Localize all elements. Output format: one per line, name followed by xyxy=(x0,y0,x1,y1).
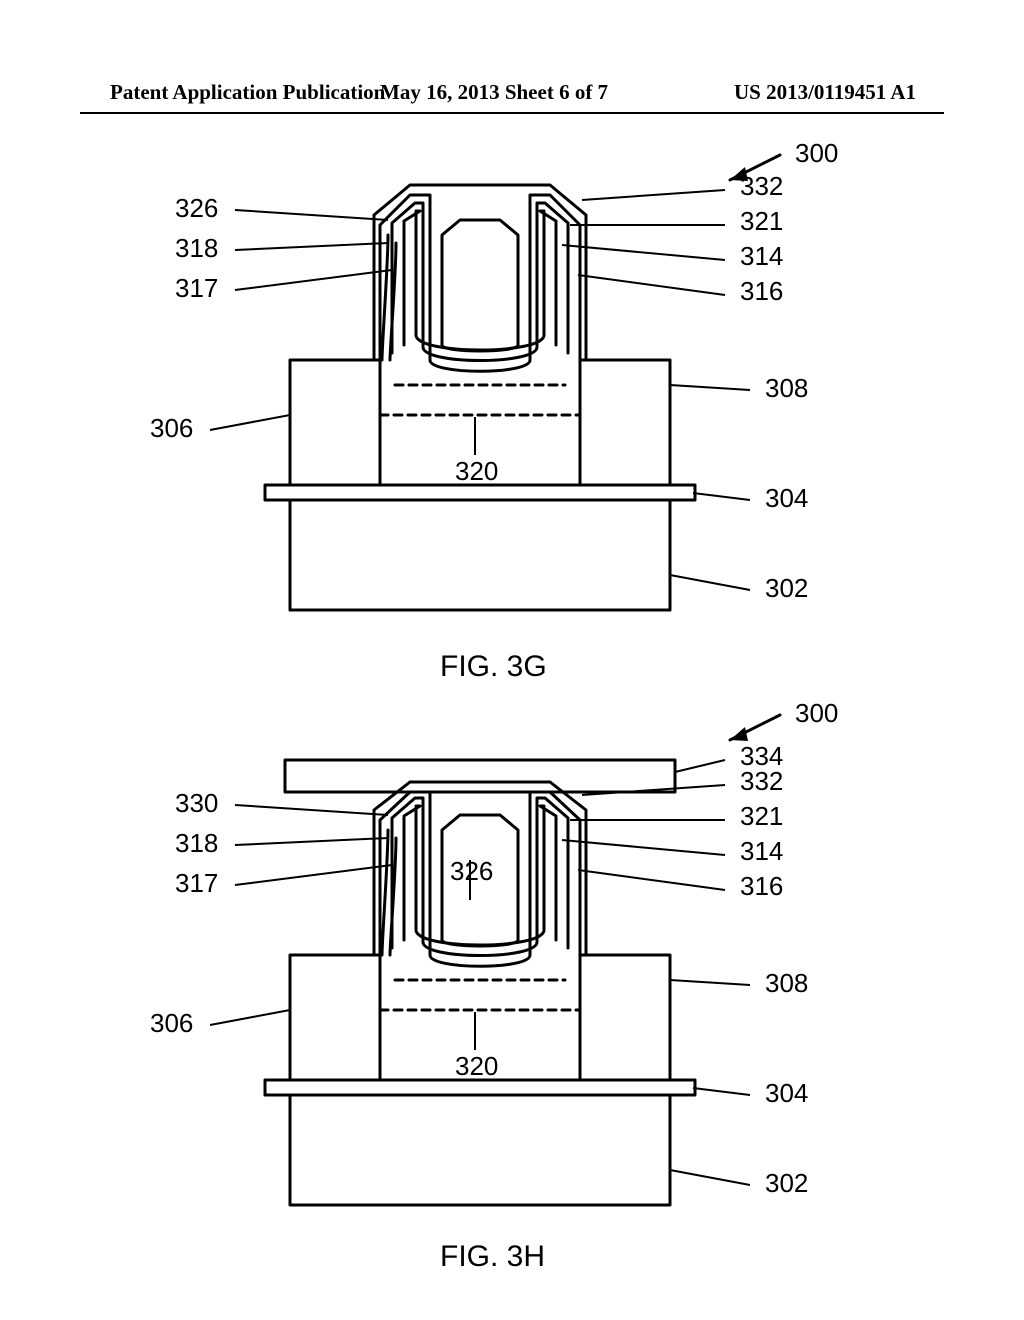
header-mid: May 16, 2013 Sheet 6 of 7 xyxy=(380,80,608,105)
lblh-317: 317 xyxy=(175,868,218,898)
figure-3h: 300 xyxy=(130,700,890,1240)
header-right: US 2013/0119451 A1 xyxy=(734,80,916,105)
lblh-308: 308 xyxy=(765,968,808,998)
lbl-326: 326 xyxy=(175,193,218,223)
header-left: Patent Application Publication xyxy=(110,80,385,105)
header-rule xyxy=(80,112,944,114)
lblh-330: 330 xyxy=(175,788,218,818)
lblh-318: 318 xyxy=(175,828,218,858)
lblh-332: 332 xyxy=(740,766,783,796)
lbl-304: 304 xyxy=(765,483,808,513)
lblh-320: 320 xyxy=(455,1051,498,1081)
lblh-321: 321 xyxy=(740,801,783,831)
lbl-320: 320 xyxy=(455,456,498,486)
lbl-314: 314 xyxy=(740,241,783,271)
lbl-332: 332 xyxy=(740,171,783,201)
ref-300-label-h: 300 xyxy=(795,698,838,728)
lblh-326: 326 xyxy=(450,856,493,886)
fig-3g-caption: FIG. 3G xyxy=(440,650,547,684)
fig-3h-caption: FIG. 3H xyxy=(440,1240,545,1274)
lblh-306: 306 xyxy=(150,1008,193,1038)
lbl-302: 302 xyxy=(765,573,808,603)
figure-3g: 300 xyxy=(130,135,890,645)
lbl-317: 317 xyxy=(175,273,218,303)
lbl-321: 321 xyxy=(740,206,783,236)
lbl-318: 318 xyxy=(175,233,218,263)
lblh-314: 314 xyxy=(740,836,783,866)
lbl-306: 306 xyxy=(150,413,193,443)
ref-arrow-300-h: 300 xyxy=(730,698,838,741)
lblh-304: 304 xyxy=(765,1078,808,1108)
lblh-316: 316 xyxy=(740,871,783,901)
lblh-302: 302 xyxy=(765,1168,808,1198)
lbl-308: 308 xyxy=(765,373,808,403)
ref-300-label: 300 xyxy=(795,138,838,168)
lbl-316: 316 xyxy=(740,276,783,306)
